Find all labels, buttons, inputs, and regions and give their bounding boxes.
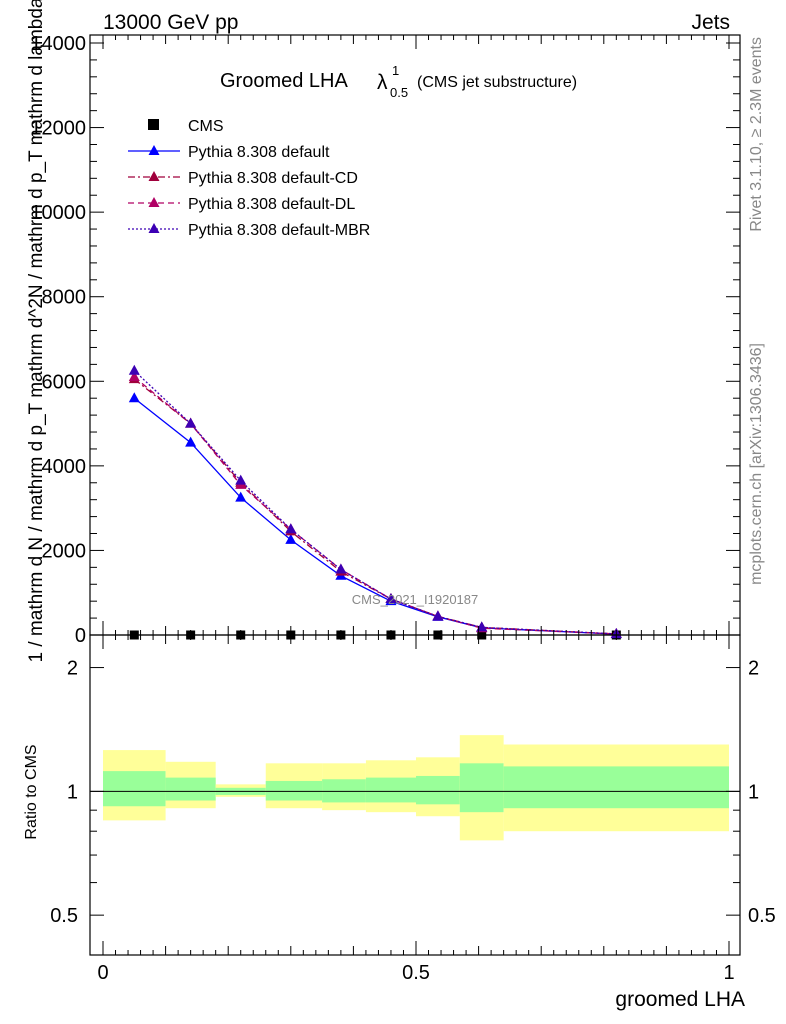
analysis-watermark: CMS_2021_I1920187 — [352, 592, 479, 607]
main-y-tick-label: 10000 — [30, 202, 86, 224]
legend-marker-3 — [148, 197, 160, 207]
series-marker-1 — [285, 533, 297, 544]
x-axis-label: groomed LHA — [615, 988, 745, 1011]
ratio-bands — [103, 735, 729, 841]
ratio-band-inner — [103, 771, 166, 807]
ratio-y-tick-label: 2 — [67, 658, 78, 680]
ratio-plot: 0.5 0.51 12 2 0 0.5 1 — [50, 634, 776, 984]
main-y-ticks: 0 2000 4000 6000 8000 10000 12000 14000 — [30, 33, 740, 647]
main-x-ticks — [102, 35, 730, 635]
legend-label: Pythia 8.308 default — [188, 144, 330, 161]
main-y-tick-label: 8000 — [42, 287, 87, 309]
series-marker-4 — [335, 563, 347, 574]
ratio-band-inner — [365, 777, 416, 803]
series-marker-4 — [185, 417, 197, 428]
ratio-band-inner — [165, 777, 216, 801]
legend-marker-2 — [148, 171, 160, 181]
ratio-band-inner — [503, 766, 729, 809]
legend-label: Pythia 8.308 default-CD — [188, 170, 358, 187]
ratio-y-tick-label-right: 1 — [748, 781, 759, 803]
plot-title: Groomed LHA λ 1 0.5 (CMS jet substructur… — [220, 63, 577, 100]
x-tick-label: 1 — [723, 962, 734, 984]
ratio-band-inner — [265, 780, 323, 801]
ratio-band-inner — [416, 775, 460, 805]
legend-marker-1 — [148, 145, 160, 155]
series-marker-4 — [285, 523, 297, 534]
series-marker-4 — [385, 593, 397, 604]
ratio-y-tick-label: 0.5 — [50, 905, 78, 927]
series-marker-4 — [432, 610, 444, 621]
rivet-label: Rivet 3.1.10, ≥ 2.3M events — [748, 37, 765, 232]
main-plot: 0 2000 4000 6000 8000 10000 12000 14000 — [30, 33, 741, 647]
x-tick-label: 0 — [97, 962, 108, 984]
main-y-tick-label: 12000 — [30, 118, 86, 140]
main-y-tick-label: 6000 — [42, 371, 87, 393]
series-marker-4 — [128, 364, 140, 375]
plot-title-text: Groomed LHA — [220, 70, 348, 92]
plot-title-sub: 0.5 — [390, 85, 408, 100]
ratio-y-tick-label-right: 0.5 — [748, 905, 776, 927]
legend-label: Pythia 8.308 default-DL — [188, 196, 355, 213]
ratio-y-label: Ratio to CMS — [23, 744, 40, 839]
plot-title-note: (CMS jet substructure) — [417, 74, 577, 91]
plot-title-sup: 1 — [392, 63, 399, 78]
series-marker-1 — [128, 392, 140, 403]
legend-marker-cms — [148, 119, 159, 130]
ratio-band-inner — [322, 779, 366, 803]
plot-title-symbol: λ — [377, 71, 388, 94]
ratio-band-inner — [459, 763, 504, 813]
ratio-plot-frame — [89, 634, 741, 956]
series-marker-4 — [235, 474, 247, 485]
main-y-tick-label: 0 — [75, 625, 86, 647]
legend: CMS Pythia 8.308 default Pythia 8.308 defa… — [128, 118, 370, 239]
series-line-4 — [133, 370, 617, 635]
series-marker-1 — [185, 436, 197, 447]
ratio-x-ticks: 0 0.5 1 — [97, 635, 735, 984]
ratio-y-tick-label: 1 — [67, 781, 78, 803]
series-marker-1 — [235, 491, 247, 502]
mcplots-label: mcplots.cern.ch [arXiv:1306.3436] — [748, 343, 765, 585]
main-y-tick-label: 14000 — [30, 33, 86, 55]
ratio-y-ticks: 0.5 0.5 1 1 2 2 — [50, 658, 776, 928]
legend-marker-4 — [148, 223, 160, 233]
ratio-y-tick-label-right: 2 — [748, 658, 759, 680]
main-y-tick-label: 4000 — [42, 456, 87, 478]
x-tick-label: 0.5 — [402, 962, 430, 984]
header-left: 13000 GeV pp — [103, 11, 238, 34]
header-right: Jets — [691, 11, 730, 34]
main-y-label: 1 / mathrm d N / mathrm d p_T mathrm d^2… — [26, 0, 47, 662]
legend-label: CMS — [188, 118, 224, 135]
main-y-tick-label: 2000 — [42, 540, 87, 562]
series-marker-3 — [128, 371, 140, 382]
legend-label: Pythia 8.308 default-MBR — [188, 222, 370, 239]
